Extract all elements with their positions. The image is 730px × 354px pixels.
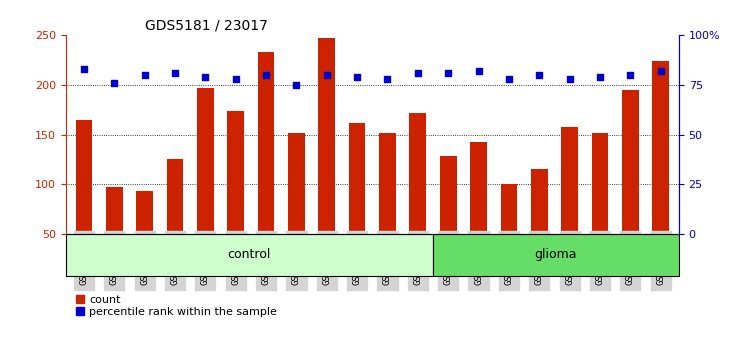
Point [199,74,211,80]
Point [655,68,666,74]
Bar [318,38,335,234]
Bar [379,132,396,234]
Bar [76,120,92,234]
Bar [591,132,608,234]
FancyBboxPatch shape [433,234,679,276]
Bar [227,111,244,234]
Point [534,72,545,78]
Text: disease state: disease state [0,353,1,354]
Bar [258,52,274,234]
Point [594,74,606,80]
Legend: count, percentile rank within the sample: count, percentile rank within the sample [72,290,281,321]
Point [291,82,302,88]
Bar [622,90,639,234]
Point [442,70,454,76]
Bar [349,122,366,234]
Bar [440,156,456,234]
Point [230,76,242,82]
Point [564,76,575,82]
Point [321,72,333,78]
Point [412,70,423,76]
Point [351,74,363,80]
Bar [288,132,304,234]
Bar [653,61,669,234]
Point [260,72,272,78]
Point [169,70,181,76]
Point [624,72,636,78]
Bar [106,187,123,234]
Bar [501,184,518,234]
Bar [166,159,183,234]
Bar [470,142,487,234]
Bar [137,191,153,234]
Point [139,72,150,78]
Bar [197,88,214,234]
Point [473,68,485,74]
Text: glioma: glioma [534,249,577,261]
Bar [410,113,426,234]
FancyBboxPatch shape [66,234,433,276]
Text: control: control [228,249,271,261]
Text: GDS5181 / 23017: GDS5181 / 23017 [145,19,269,33]
Point [503,76,515,82]
Point [109,80,120,86]
Point [382,76,393,82]
Bar [561,127,578,234]
Bar [531,169,548,234]
Point [78,66,90,72]
